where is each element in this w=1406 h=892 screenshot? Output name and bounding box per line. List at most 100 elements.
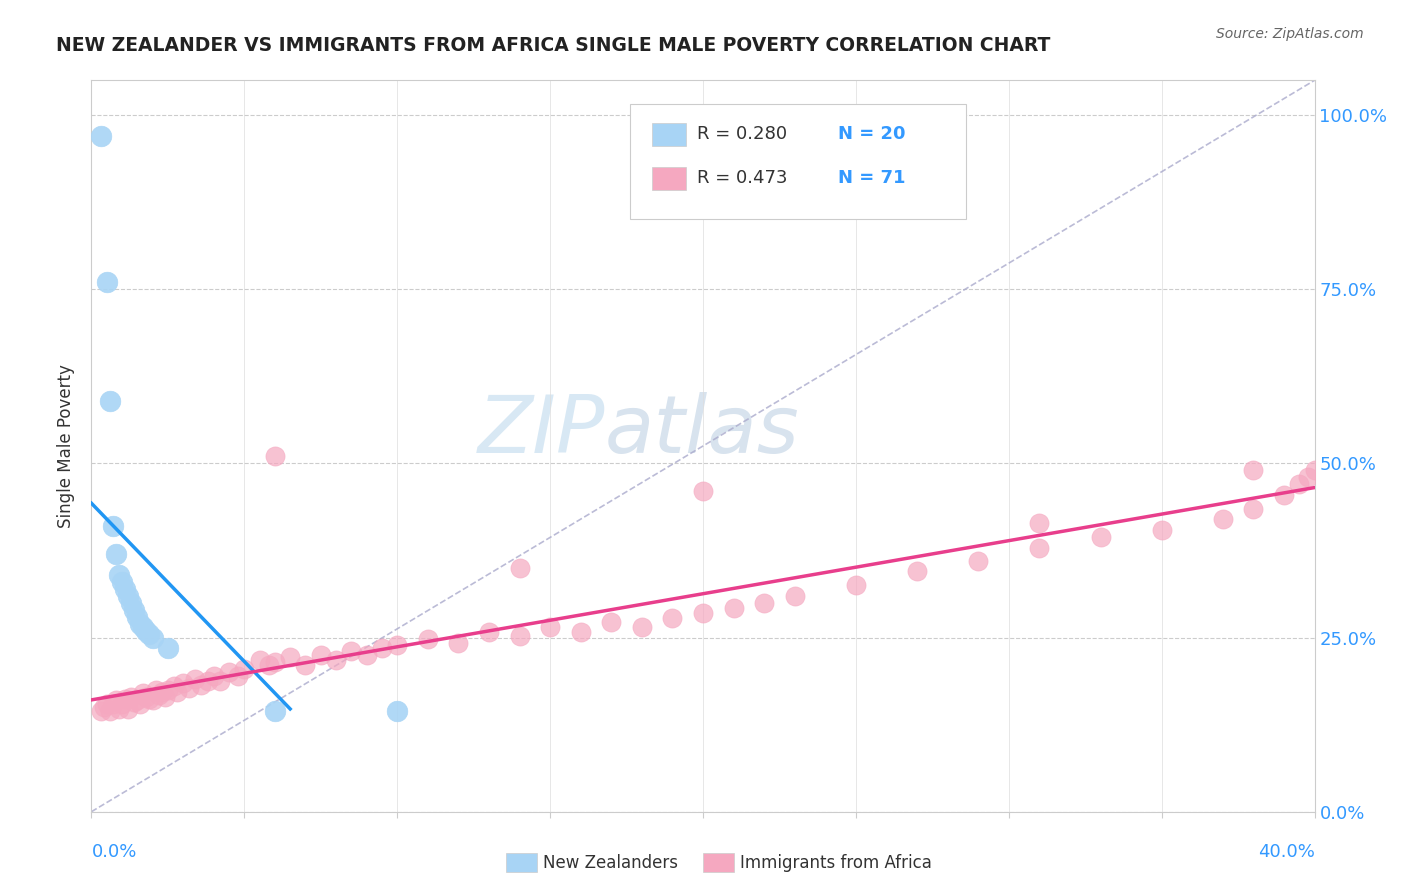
Point [98,704,121,718]
Point [509,629,531,643]
Point [509,561,531,575]
Point [132,620,155,634]
Point [309,648,332,662]
Point [1272,488,1295,502]
Text: atlas: atlas [605,392,800,470]
Point [163,679,186,693]
Point [122,695,145,709]
Point [96,275,118,289]
Point [1243,501,1265,516]
Text: Source: ZipAtlas.com: Source: ZipAtlas.com [1216,27,1364,41]
Point [1288,477,1310,491]
Point [98,393,121,408]
Point [325,653,347,667]
Point [294,658,316,673]
Text: N = 71: N = 71 [838,169,905,187]
Point [661,611,683,625]
Text: R = 0.473: R = 0.473 [697,169,787,187]
Point [278,650,301,665]
Point [1028,541,1050,556]
Point [202,669,225,683]
Point [218,665,240,680]
Point [264,655,287,669]
Point [127,609,149,624]
Point [138,691,160,706]
Point [1303,463,1326,477]
Point [114,691,136,706]
Point [127,693,149,707]
Point [166,685,188,699]
Text: R = 0.280: R = 0.280 [697,126,787,144]
Text: New Zealanders: New Zealanders [543,854,678,871]
Point [783,589,806,603]
Point [90,704,112,718]
Point [117,701,139,715]
Y-axis label: Single Male Poverty: Single Male Poverty [58,364,76,528]
Point [1212,512,1234,526]
Point [148,688,170,702]
Point [190,678,212,692]
Point [356,648,378,662]
Point [129,616,152,631]
Point [145,682,167,697]
Point [416,632,439,646]
Point [208,673,231,688]
Point [385,704,409,718]
Point [138,627,160,641]
Point [122,603,145,617]
Point [101,519,124,533]
Point [600,615,623,630]
Point [184,673,207,687]
Point [132,686,155,700]
Text: N = 20: N = 20 [838,126,905,144]
Point [1298,470,1320,484]
Point [104,693,127,707]
Point [233,662,256,676]
Point [156,682,179,697]
Point [153,690,176,704]
Point [129,697,152,711]
Point [141,693,163,707]
Point [692,484,714,499]
Point [120,596,142,610]
Text: ZIP: ZIP [478,392,605,470]
FancyBboxPatch shape [630,103,966,219]
Point [249,653,271,667]
Point [1090,530,1112,544]
Text: Immigrants from Africa: Immigrants from Africa [740,854,931,871]
Point [117,589,139,603]
Point [197,673,219,688]
Point [104,547,127,561]
Point [108,701,131,715]
Point [1243,463,1265,477]
Point [111,574,134,589]
Point [264,450,287,464]
Point [93,700,115,714]
Text: 0.0%: 0.0% [91,843,136,861]
Point [385,638,409,652]
Point [135,690,157,704]
Point [108,567,131,582]
Point [141,631,163,645]
Point [447,636,470,650]
Point [111,697,134,711]
Point [156,640,179,655]
Point [179,681,201,695]
Point [754,596,776,610]
Point [569,625,592,640]
Point [90,128,112,143]
Text: NEW ZEALANDER VS IMMIGRANTS FROM AFRICA SINGLE MALE POVERTY CORRELATION CHART: NEW ZEALANDER VS IMMIGRANTS FROM AFRICA … [56,36,1050,54]
Point [120,690,142,704]
Point [114,582,136,596]
FancyBboxPatch shape [651,123,686,146]
Point [264,704,287,718]
Point [631,620,654,634]
Point [845,578,868,592]
FancyBboxPatch shape [651,167,686,190]
Point [150,685,173,699]
Point [692,606,714,620]
Point [340,644,363,658]
Point [96,697,118,711]
Point [371,640,394,655]
Point [101,697,124,711]
